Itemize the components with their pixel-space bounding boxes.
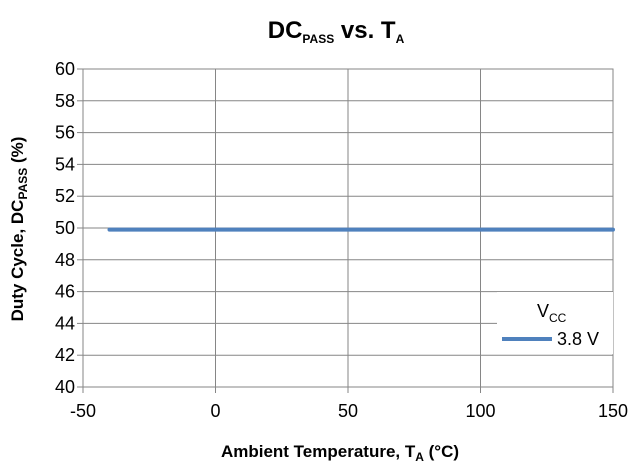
x-axis-label-main: Ambient Temperature, T [221,442,416,461]
y-axis-ticks: 40 42 44 46 48 50 52 54 56 58 60 [55,59,83,397]
legend-box [497,292,613,354]
y-tick-label: 48 [55,250,75,270]
y-axis-label-subscript: PASS [16,168,30,200]
legend-series-label: 3.8 V [557,329,599,349]
x-tick-label: 0 [210,401,220,421]
x-axis-label-tail: (°C) [424,442,459,461]
y-tick-label: 44 [55,313,75,333]
legend-title: VCC [537,301,567,325]
y-tick-label: 58 [55,91,75,111]
x-tick-label: 150 [598,401,628,421]
x-tick-label: 50 [338,401,358,421]
x-tick-label: -50 [70,401,96,421]
y-tick-label: 46 [55,282,75,302]
title-main: DC [268,17,303,44]
x-axis-ticks: -50 0 50 100 150 [70,387,628,421]
x-axis-label-subscript: A [415,450,424,464]
y-tick-label: 40 [55,377,75,397]
y-tick-label: 52 [55,186,75,206]
x-tick-label: 100 [465,401,495,421]
y-tick-label: 60 [55,59,75,79]
y-tick-label: 50 [55,218,75,238]
legend-title-main: V [537,301,549,321]
y-axis-label-main: Duty Cycle, DC [8,200,27,322]
legend-title-subscript: CC [549,311,567,325]
chart-title: DCPASS vs. TA [268,17,405,46]
legend: VCC 3.8 V [497,292,613,354]
y-tick-label: 42 [55,345,75,365]
y-tick-label: 54 [55,154,75,174]
y-tick-label: 56 [55,123,75,143]
title-middle: vs. T [334,17,396,44]
y-axis-label: Duty Cycle, DCPASS (%) [8,137,30,322]
x-axis-label: Ambient Temperature, TA (°C) [221,442,459,464]
title-middle-subscript: A [396,32,405,46]
y-axis-label-tail: (%) [8,137,27,168]
title-main-subscript: PASS [302,32,334,46]
